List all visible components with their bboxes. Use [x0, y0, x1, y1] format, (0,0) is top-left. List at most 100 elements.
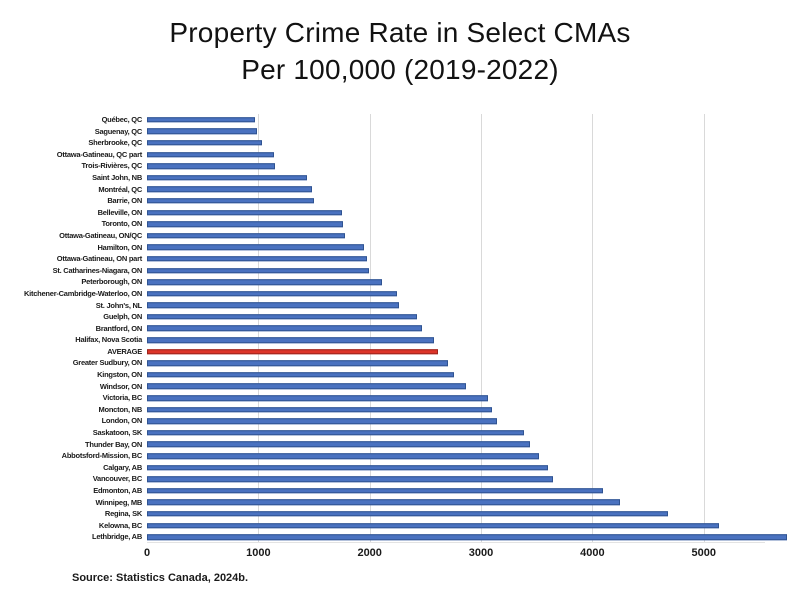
bar	[147, 453, 539, 459]
category-label: Edmonton, AB	[93, 486, 142, 495]
bar-track	[147, 276, 790, 288]
category-label: Brantford, ON	[95, 323, 143, 333]
bar-row: Peterborough, ON	[0, 276, 790, 288]
bar	[147, 534, 788, 540]
x-tick-label-3000: 3000	[468, 546, 494, 559]
bar-track	[147, 160, 790, 172]
bar	[147, 140, 262, 146]
category-label: AVERAGE	[107, 346, 142, 356]
chart-rows: Québec, QC Saguenay, QC Sherbrooke, QC Otta…	[0, 114, 790, 543]
category-label: Montréal, QC	[98, 184, 142, 194]
bar-row: Hamilton, ON	[0, 242, 790, 254]
x-tick-label-4000: 4000	[580, 546, 605, 559]
bar-row: Ottawa-Gatineau, QC part	[0, 149, 790, 161]
bar-track	[147, 172, 790, 184]
category-label: Toronto, ON	[101, 219, 143, 229]
bar-row: Montréal, QC	[0, 184, 790, 196]
bar-row: Brantford, ON	[0, 323, 790, 335]
x-tick-label-0: 0	[143, 546, 151, 559]
bar	[147, 290, 398, 297]
bar	[147, 430, 524, 436]
bar-track	[147, 137, 790, 149]
category-label: Vancouver, BC	[92, 474, 143, 484]
bar	[147, 511, 669, 517]
category-label: Sherbrooke, QC	[88, 138, 142, 148]
bar	[147, 279, 382, 285]
bar-track	[147, 323, 790, 335]
bar-row: Moncton, NB	[0, 404, 790, 416]
bar-row: Québec, QC	[0, 114, 790, 126]
gridline-3000	[481, 114, 483, 542]
bar-row: Guelph, ON	[0, 311, 790, 323]
category-label: Abbotsford-Mission, BC	[61, 451, 143, 461]
bar-track	[147, 369, 790, 381]
bar	[147, 209, 343, 216]
category-label: Lethbridge, AB	[92, 532, 142, 542]
bar-row: Windsor, ON	[0, 381, 790, 393]
bar-track	[147, 485, 790, 497]
gridline-4000	[592, 114, 594, 542]
bar-track	[147, 497, 790, 509]
bar-track	[147, 253, 790, 265]
bar-row: Ottawa-Gatineau, ON/QC	[0, 230, 790, 242]
bar-track	[147, 427, 790, 439]
bar	[147, 198, 314, 204]
bar	[147, 151, 275, 158]
bar	[147, 314, 417, 320]
bar-row: Regina, SK	[0, 508, 790, 520]
bar-track	[147, 392, 790, 404]
bar-track	[147, 473, 790, 485]
bar-row: Saguenay, QC	[0, 126, 790, 138]
bar	[147, 128, 258, 135]
bar-track	[147, 288, 790, 300]
category-label: Thunder Bay, ON	[85, 439, 142, 449]
bar-row: Calgary, AB	[0, 462, 790, 474]
bar-row: Halifax, Nova Scotia	[0, 334, 790, 346]
bar-track	[147, 265, 790, 277]
category-label: Kelowna, BC	[98, 520, 142, 530]
category-label: Kingston, ON	[97, 370, 142, 380]
category-label: Saskatoon, SK	[92, 428, 143, 438]
bar-row: St. John's, NL	[0, 300, 790, 312]
bar-row: AVERAGE	[0, 346, 790, 358]
bar-track	[147, 450, 790, 462]
bar-track	[147, 439, 790, 451]
category-label: Calgary, AB	[103, 462, 142, 472]
category-label: Peterborough, ON	[81, 277, 142, 287]
category-label: Moncton, NB	[98, 404, 143, 414]
bar-track	[147, 520, 790, 532]
bar-track	[147, 114, 790, 126]
bar-row: Kingston, ON	[0, 369, 790, 381]
category-label: Ottawa-Gatineau, ON part	[56, 254, 143, 264]
bar-track	[147, 311, 790, 323]
bar-track	[147, 218, 790, 230]
bar-track	[147, 415, 790, 427]
category-label: London, ON	[101, 416, 143, 426]
source-note: Source: Statistics Canada, 2024b.	[72, 571, 249, 584]
bar-row: Kitchener-Cambridge-Waterloo, ON	[0, 288, 790, 300]
bar	[147, 186, 312, 193]
x-tick-label-5000: 5000	[691, 546, 716, 559]
bar-track	[147, 531, 790, 543]
bar-track	[147, 149, 790, 161]
bar	[147, 267, 369, 274]
bar-row: Thunder Bay, ON	[0, 439, 790, 451]
bar-track	[147, 508, 790, 520]
bar	[147, 499, 621, 506]
bar-row: Vancouver, BC	[0, 473, 790, 485]
gridline-5000	[703, 114, 705, 542]
category-label: Kitchener-Cambridge-Waterloo, ON	[24, 288, 142, 298]
bar	[147, 302, 399, 309]
bar	[147, 244, 365, 251]
bar-row: Barrie, ON	[0, 195, 790, 207]
category-label: Saguenay, QC	[94, 126, 143, 136]
bar	[147, 256, 368, 262]
category-label: Barrie, ON	[107, 196, 142, 206]
bar-row: Edmonton, AB	[0, 485, 790, 497]
bar	[147, 418, 497, 424]
bar	[147, 175, 307, 181]
category-label: St. Catharines-Niagara, ON	[52, 265, 143, 275]
bar	[147, 441, 530, 448]
bar-row: Belleville, ON	[0, 207, 790, 219]
bar	[147, 488, 604, 494]
